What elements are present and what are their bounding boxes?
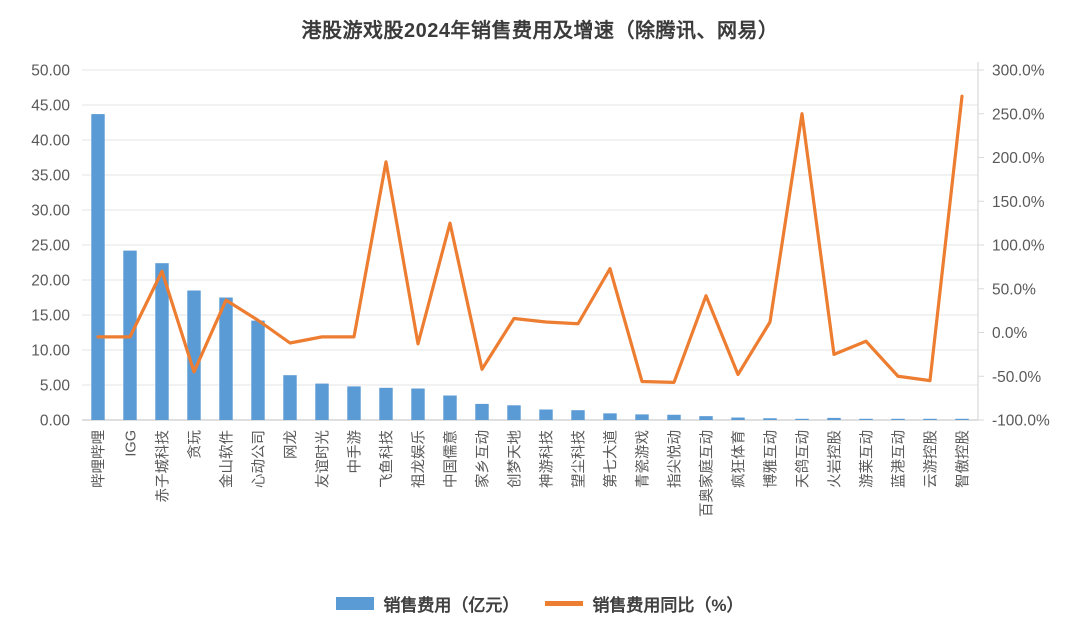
bar (91, 114, 105, 420)
x-axis-category-label: 友谊时光 (315, 430, 332, 488)
bar (635, 414, 649, 420)
x-axis-category-label: 第七大道 (602, 430, 620, 488)
legend-label-bar: 销售费用（亿元） (383, 596, 520, 615)
x-axis-category-label: 赤子城科技 (155, 430, 172, 503)
x-axis-category-label: 贪玩 (187, 430, 204, 459)
x-axis-category-label: 飞鱼科技 (378, 430, 396, 488)
bar (155, 263, 169, 420)
bar (315, 383, 329, 420)
bar (539, 409, 553, 420)
trend-line (96, 94, 964, 384)
bar (347, 386, 361, 420)
y-axis-left-tick-label: 45.00 (31, 98, 70, 115)
bar (571, 410, 585, 420)
x-axis-category-label: 神游科技 (539, 430, 556, 488)
bar (219, 297, 233, 420)
bar (507, 405, 521, 420)
y-axis-left-tick-label: 15.00 (31, 308, 70, 325)
chart-legend: 销售费用（亿元） 销售费用同比（%） (0, 591, 1080, 616)
x-axis-category-label: 哔哩哔哩 (91, 430, 108, 488)
x-axis-category-label: 天鸽互动 (795, 430, 812, 488)
x-axis-category-label: 家乡互动 (475, 430, 492, 488)
bar (891, 418, 905, 420)
bar (731, 417, 745, 420)
y-axis-right-tick-label: -100.0% (992, 413, 1050, 430)
y-axis-right-tick-label: 50.0% (992, 281, 1036, 298)
bar (923, 418, 937, 420)
legend-bar-swatch-icon (336, 597, 375, 610)
y-axis-left-tick-label: 10.00 (31, 343, 70, 360)
x-axis-category-label: 游莱互动 (859, 430, 876, 488)
y-axis-left-tick-label: 50.00 (31, 63, 70, 80)
x-axis-category-label: 指尖悦动 (667, 430, 684, 488)
legend-item-line[interactable]: 销售费用同比（%） (545, 591, 744, 616)
bar (795, 418, 809, 420)
bar (283, 375, 297, 420)
x-axis-category-label: 蓝港互动 (891, 430, 908, 488)
legend-line-swatch-icon (545, 601, 584, 606)
y-axis-right-tick-label: 0.0% (992, 325, 1028, 342)
legend-label-line: 销售费用同比（%） (592, 596, 744, 615)
chart-title: 港股游戏股2024年销售费用及增速（除腾讯、网易） (301, 20, 779, 42)
x-axis-category-label: 百奥家庭互动 (699, 430, 716, 517)
y-axis-right-tick-label: 300.0% (992, 63, 1045, 80)
y-axis-left-tick-label: 5.00 (40, 378, 71, 395)
bar (443, 395, 457, 420)
x-axis-category-label: 心动公司 (251, 430, 268, 488)
x-axis-category-label: 疯狂体育 (731, 430, 748, 488)
x-axis-category-label: 望尘科技 (571, 430, 588, 488)
y-axis-left-tick-label: 20.00 (31, 273, 70, 290)
bar (763, 418, 777, 420)
bar (699, 416, 713, 420)
x-axis-category-label: 中国儒意 (442, 430, 460, 488)
y-axis-left-tick-label: 25.00 (31, 238, 70, 255)
y-axis-right-tick-label: 100.0% (992, 238, 1045, 255)
y-axis-right-tick-label: 150.0% (992, 194, 1045, 211)
x-axis-category-label: 火岩控股 (827, 430, 844, 488)
bar (859, 418, 873, 420)
y-axis-left-tick-label: 35.00 (31, 168, 70, 185)
x-axis-category-label: 智傲控股 (955, 430, 972, 488)
x-axis-category-label: 网龙 (283, 430, 300, 459)
x-axis-category-label: 青瓷游戏 (635, 430, 652, 488)
x-axis-category-label: IGG (124, 430, 140, 457)
bar (251, 320, 265, 420)
bar (475, 403, 489, 420)
y-axis-right-tick-label: 250.0% (992, 106, 1045, 123)
x-axis-category-label: 云游控股 (923, 430, 940, 488)
x-axis-category-label: 中手游 (347, 430, 364, 474)
x-axis-category-label: 祖龙娱乐 (411, 430, 428, 488)
x-axis-category-label: 金山软件 (219, 430, 236, 488)
y-axis-left-tick-label: 40.00 (31, 133, 70, 150)
bar (187, 290, 201, 420)
y-axis-left-tick-label: 30.00 (31, 203, 70, 220)
y-axis-left-tick-label: 0.00 (40, 413, 71, 430)
bar (379, 387, 393, 420)
y-axis-right-tick-label: -50.0% (992, 369, 1041, 386)
y-axis-right-tick-label: 200.0% (992, 150, 1045, 167)
bar (955, 418, 969, 420)
bar (411, 388, 425, 420)
bar (667, 414, 681, 420)
bar (827, 417, 841, 420)
legend-item-bar[interactable]: 销售费用（亿元） (336, 591, 519, 616)
bar (603, 413, 617, 420)
x-axis-category-label: 博雅互动 (763, 430, 780, 488)
x-axis-category-label: 创梦天地 (507, 430, 524, 488)
